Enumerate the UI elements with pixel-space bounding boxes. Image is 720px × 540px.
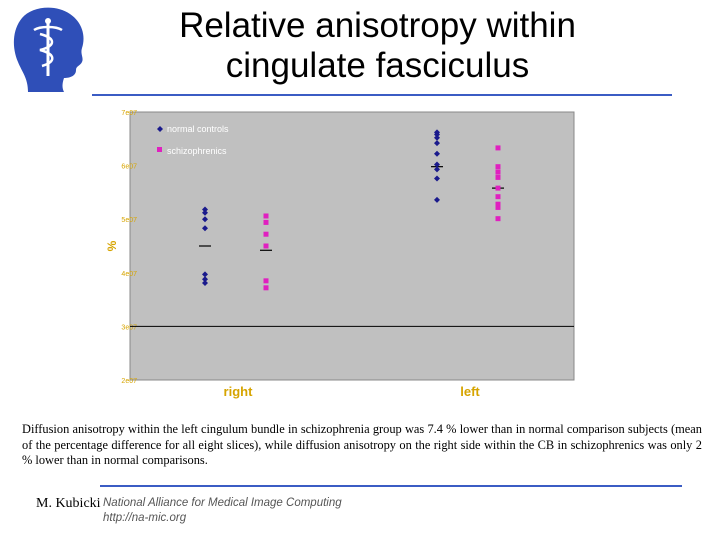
data-point-normal-controls <box>434 131 440 138</box>
data-point-normal-controls <box>434 140 440 147</box>
data-point-normal-controls <box>434 196 440 203</box>
y-tick-label: 5e07 <box>121 217 137 224</box>
data-point-schizophrenics <box>495 174 501 180</box>
data-point-schizophrenics <box>495 185 501 191</box>
data-point-schizophrenics <box>263 213 269 219</box>
data-point-normal-controls <box>202 216 208 223</box>
data-point-normal-controls <box>202 276 208 283</box>
namic-head-logo-icon <box>13 7 84 92</box>
legend-label-normal-controls: normal controls <box>167 124 229 134</box>
y-tick-label: 4e07 <box>121 271 137 278</box>
data-point-normal-controls <box>434 175 440 182</box>
data-point-schizophrenics <box>495 164 501 170</box>
slide-title: Relative anisotropy within cingulate fas… <box>179 6 576 85</box>
legend-label-schizophrenics: schizophrenics <box>167 146 227 156</box>
author-name: M. Kubicki <box>36 496 101 511</box>
organization-url: http://na-mic.org <box>103 512 187 524</box>
data-point-normal-controls <box>202 209 208 216</box>
data-point-normal-controls <box>202 206 208 213</box>
data-point-normal-controls <box>434 150 440 157</box>
data-point-schizophrenics <box>495 145 501 151</box>
data-point-normal-controls <box>434 161 440 168</box>
legend-box <box>146 116 238 162</box>
data-point-schizophrenics <box>263 243 269 249</box>
data-point-schizophrenics <box>495 201 501 207</box>
anisotropy-scatter-chart: % 2e07 3e07 4e07 5e07 6e07 7e07 right left nor… <box>105 110 575 399</box>
data-point-schizophrenics <box>495 204 501 210</box>
x-tick-label-right: right <box>224 384 254 399</box>
y-tick-label: 2e07 <box>121 378 137 385</box>
data-point-schizophrenics <box>495 194 501 200</box>
y-tick-label: 3e07 <box>121 324 137 331</box>
data-point-schizophrenics <box>495 216 501 222</box>
legend-marker-normal-controls <box>157 126 163 132</box>
title-divider <box>92 94 672 96</box>
legend: normal controls schizophrenics <box>146 116 238 162</box>
legend-marker-schizophrenics <box>157 147 162 152</box>
data-point-schizophrenics <box>263 278 269 284</box>
data-point-schizophrenics <box>263 219 269 225</box>
slide-caption: Diffusion anisotropy within the left cin… <box>22 422 702 467</box>
data-point-normal-controls <box>202 271 208 278</box>
organization-name: National Alliance for Medical Image Comp… <box>103 497 342 509</box>
data-point-normal-controls <box>202 279 208 286</box>
data-point-schizophrenics <box>263 285 269 291</box>
data-point-normal-controls <box>434 166 440 173</box>
data-point-normal-controls <box>202 225 208 232</box>
x-tick-label-left: left <box>460 384 480 399</box>
data-point-schizophrenics <box>263 231 269 237</box>
y-axis-label: % <box>105 240 119 251</box>
data-point-schizophrenics <box>495 169 501 175</box>
y-tick-label: 7e07 <box>121 110 137 117</box>
footer-divider <box>100 485 682 487</box>
y-tick-label: 6e07 <box>121 164 137 171</box>
data-point-normal-controls <box>434 134 440 141</box>
